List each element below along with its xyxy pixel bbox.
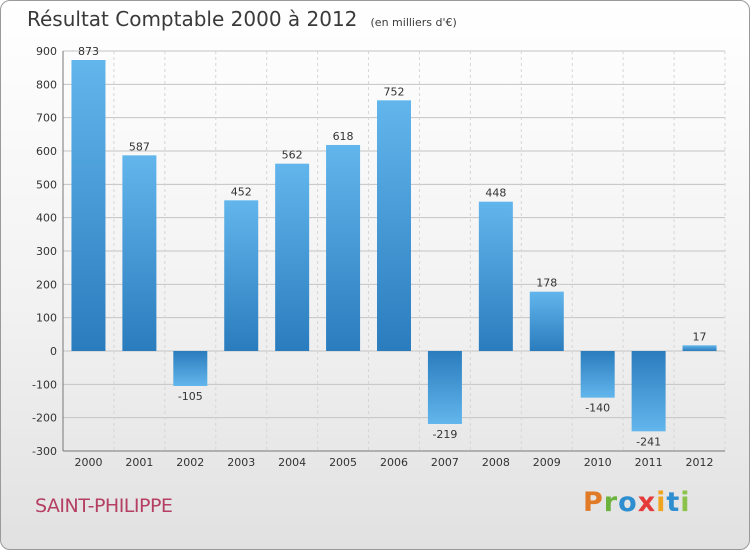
data-label: 587 <box>129 140 150 153</box>
data-label: 562 <box>282 149 303 162</box>
y-tick-label: -200 <box>32 412 57 425</box>
x-tick-label: 2009 <box>533 456 561 469</box>
y-tick-label: 800 <box>36 78 57 91</box>
x-tick-label: 2010 <box>584 456 612 469</box>
y-tick-label: -300 <box>32 445 57 458</box>
x-tick-label: 2002 <box>176 456 204 469</box>
data-label: -105 <box>178 390 203 403</box>
y-tick-label: 900 <box>36 45 57 58</box>
bar <box>71 60 106 351</box>
bar <box>682 345 717 351</box>
x-tick-label: 2011 <box>635 456 663 469</box>
bar <box>224 200 259 351</box>
data-label: 178 <box>536 277 557 290</box>
x-tick-label: 2007 <box>431 456 459 469</box>
y-tick-label: 100 <box>36 312 57 325</box>
x-tick-label: 2012 <box>686 456 714 469</box>
data-label: -241 <box>636 435 661 448</box>
commune-name: SAINT-PHILIPPE <box>35 495 173 517</box>
bar <box>580 351 615 398</box>
x-tick-label: 2006 <box>380 456 408 469</box>
bar <box>173 351 208 386</box>
bar <box>377 100 411 351</box>
x-tick-label: 2005 <box>329 456 357 469</box>
proxiti-logo: Proxiti <box>583 487 691 518</box>
x-tick-label: 2008 <box>482 456 510 469</box>
y-tick-label: 300 <box>36 245 57 258</box>
logo-letter: i <box>680 487 691 518</box>
bar <box>529 291 564 351</box>
data-label: -219 <box>432 428 457 441</box>
data-label: 873 <box>78 45 99 58</box>
data-label: 752 <box>384 85 405 98</box>
x-tick-label: 2003 <box>227 456 255 469</box>
y-tick-label: 0 <box>50 345 57 358</box>
bar <box>122 155 157 351</box>
bar <box>427 351 462 424</box>
bar <box>631 351 666 432</box>
logo-letter: P <box>583 487 604 518</box>
x-tick-label: 2004 <box>278 456 306 469</box>
logo-letter: x <box>637 487 657 518</box>
bar <box>275 163 310 351</box>
logo-letter: t <box>666 487 681 518</box>
logo-letter: r <box>603 487 619 518</box>
data-label: -140 <box>585 402 610 415</box>
x-tick-label: 2001 <box>125 456 153 469</box>
data-label: 452 <box>231 185 252 198</box>
y-tick-label: -100 <box>32 378 57 391</box>
data-label: 17 <box>693 330 707 343</box>
y-tick-label: 200 <box>36 278 57 291</box>
chart-subtitle: (en milliers d'€) <box>370 16 457 29</box>
bar <box>478 201 513 351</box>
data-label: 618 <box>333 130 354 143</box>
x-tick-label: 2000 <box>74 456 102 469</box>
bar <box>326 145 361 351</box>
data-label: 448 <box>485 187 506 200</box>
y-tick-label: 600 <box>36 145 57 158</box>
chart-title-block: Résultat Comptable 2000 à 2012 (en milli… <box>27 7 457 31</box>
logo-letter: o <box>618 487 638 518</box>
y-tick-label: 700 <box>36 112 57 125</box>
y-tick-label: 400 <box>36 212 57 225</box>
chart-title: Résultat Comptable 2000 à 2012 <box>27 7 358 31</box>
logo-letter: i <box>656 487 667 518</box>
y-tick-label: 500 <box>36 178 57 191</box>
